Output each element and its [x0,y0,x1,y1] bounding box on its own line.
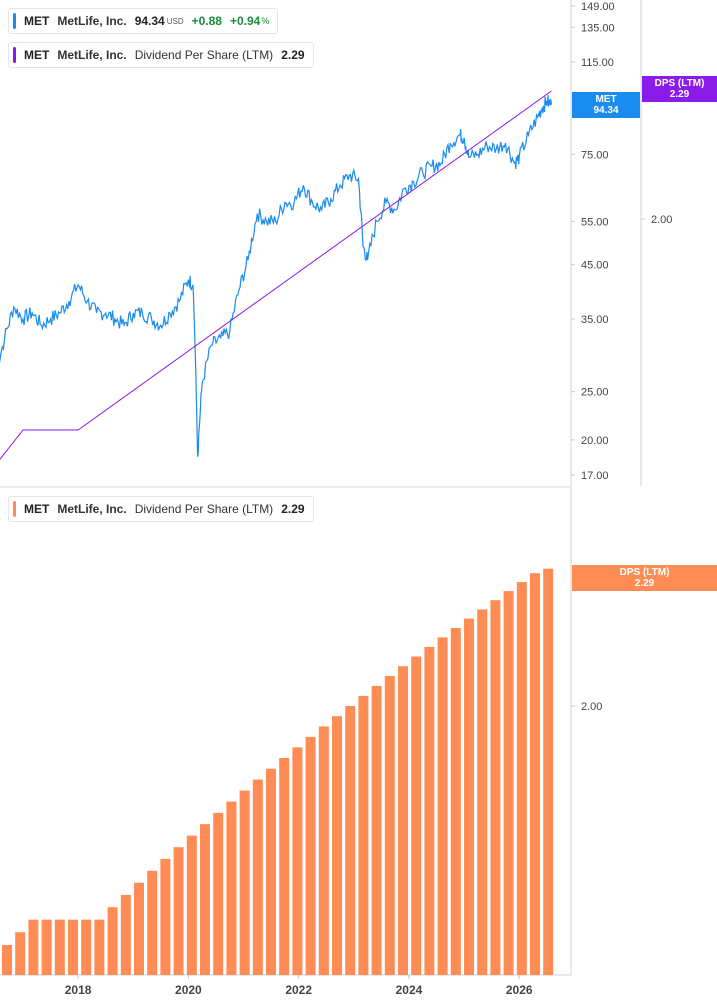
legend-price[interactable]: MET MetLife, Inc. 94.34 USD +0.88 +0.94 … [8,8,279,34]
dps-bar [371,685,382,975]
legend-change-pct-unit: % [261,16,270,26]
dps-bar [437,637,448,975]
dps-bar [332,716,342,975]
dps-bar [186,835,197,975]
dps-bar [134,882,144,975]
legend-ticker: MET [24,48,50,62]
dps-bar [252,779,263,975]
dps-bar [516,582,527,975]
axis-tick-labels: 149.00 135.00 115.00 75.00 55.00 45.00 35.00 25… [65,1,673,997]
dps-bar [147,870,158,975]
dps-top-tag-label: DPS (LTM) [654,78,705,89]
dps-bar [279,758,290,975]
price-tick-label: 20.00 [581,435,609,447]
x-tick-label: 2020 [175,983,202,997]
dps-bar [2,945,12,975]
dps-bar [530,573,540,975]
price-tick-label: 25.00 [581,387,609,399]
dps-bar [384,676,395,975]
dps-bar [173,847,184,975]
legend-dps-value: 2.29 [281,502,305,516]
dps-bar [213,812,224,975]
price-tick-label: 17.00 [581,470,609,482]
x-tick-label: 2026 [506,983,533,997]
dps-bar [318,726,329,975]
legend-company: MetLife, Inc. [57,502,127,516]
dps-bar [200,824,210,975]
dps-bar-swatch [13,501,16,517]
legend-ticker: MET [24,14,50,28]
dps-bar [266,768,276,975]
price-series-swatch [13,13,16,29]
price-tick-label: 45.00 [581,260,609,272]
dps-series-line [0,90,552,460]
price-tick-label: 135.00 [581,22,615,34]
dps-bar [477,609,488,975]
dps-bar [54,919,65,975]
dps-bottom-value-tag: DPS (LTM) 2.29 [572,565,717,591]
dps-bar [120,894,131,975]
legend-company: MetLife, Inc. [57,14,127,28]
legend-dps-top[interactable]: MET MetLife, Inc. Dividend Per Share (LT… [8,42,314,68]
dps-bar [41,919,52,975]
dps-bar [503,591,514,975]
bar-y-tick-label: 2.00 [581,701,602,713]
dps-bar [68,919,78,975]
dps-bar [160,858,171,975]
price-tick-label: 115.00 [581,57,614,69]
legend-change: +0.88 [191,14,222,28]
dps-bar [358,695,369,975]
dps-top-tag-value: 2.29 [669,89,690,100]
dps-line-swatch [13,47,16,63]
legend-metric: Dividend Per Share (LTM) [134,502,274,516]
dps-bar [305,736,316,975]
dps-bar [94,919,105,975]
legend-currency: USD [166,16,184,26]
price-chart [0,90,552,460]
legend-change-pct: +0.94 [229,14,261,28]
price-value-tag: MET 94.34 [572,92,640,118]
dps-secondary-tick-label: 2.00 [651,214,672,226]
dps-bottom-tag-value: 2.29 [634,578,655,589]
dps-bar [424,646,435,975]
dps-bar-chart [2,568,554,975]
dps-bar [345,706,356,975]
dps-bar [464,618,474,975]
x-tick-label: 2024 [396,983,423,997]
price-tick-label: 75.00 [581,149,609,161]
dps-bar [411,656,422,975]
legend-metric: Dividend Per Share (LTM) [134,48,274,62]
dps-bar [398,666,408,975]
legend-dps-value: 2.29 [281,48,305,62]
dps-bar [239,790,250,975]
dps-bar [81,919,92,975]
legend-dps-bottom[interactable]: MET MetLife, Inc. Dividend Per Share (LT… [8,496,314,522]
legend-company: MetLife, Inc. [57,48,127,62]
dps-top-value-tag: DPS (LTM) 2.29 [642,76,717,102]
dps-bar [490,600,501,975]
price-tag-ticker: MET [595,94,617,105]
price-series-line [0,95,552,457]
legend-ticker: MET [24,502,50,516]
dps-bottom-tag-label: DPS (LTM) [619,567,670,578]
x-tick-label: 2018 [65,983,92,997]
x-tick-label: 2022 [285,983,312,997]
dps-bar [226,801,237,975]
price-tag-value: 94.34 [593,105,619,116]
dps-bar [292,747,303,975]
legend-price-value: 94.34 [134,14,165,28]
dps-bar [450,627,461,975]
dps-bar [28,919,39,975]
price-tick-label: 55.00 [581,216,609,228]
dps-bar [15,932,26,975]
price-tick-label: 149.00 [581,1,615,13]
dps-bar [107,907,118,975]
price-tick-label: 35.00 [581,314,609,326]
dps-bar [543,568,554,975]
